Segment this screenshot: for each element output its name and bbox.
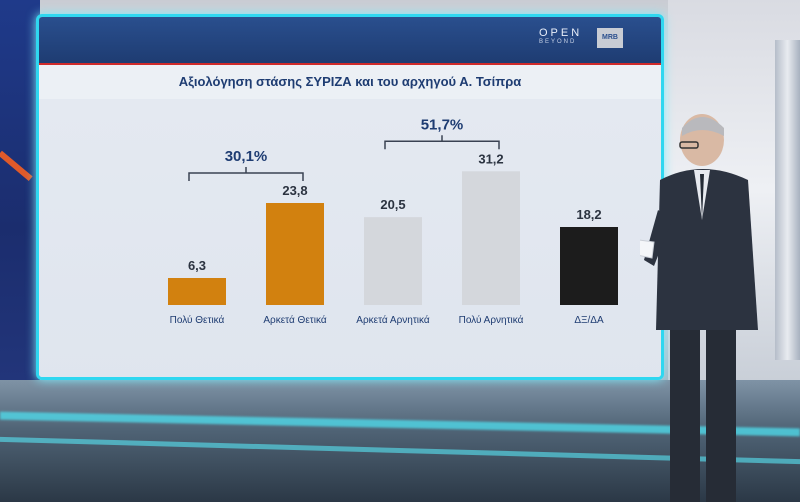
presenter-tie — [700, 174, 704, 220]
bar-4 — [560, 227, 618, 305]
category-label-2: Αρκετά Αρνητικά — [356, 314, 430, 326]
group-bracket-0 — [188, 167, 304, 181]
presenter-leg-left — [670, 330, 700, 502]
screen-header-bar: OPEN BEYOND MRB — [39, 17, 661, 65]
bar-0 — [168, 278, 226, 305]
channel-logo-text: OPEN — [539, 27, 583, 39]
chart-area: 6,3 Πολύ Θετικά 23,8 Αρκετά Θετικά 20,5 Αρκετ… — [39, 99, 661, 377]
presenter-jacket — [656, 169, 758, 330]
presenter-figure — [640, 114, 758, 502]
category-label-3: Πολύ Αρνητικά — [459, 314, 524, 326]
chart-title: Αξιολόγηση στάσης ΣΥΡΙΖΑ και του αρχηγού… — [178, 74, 522, 89]
channel-logo-subtext: BEYOND — [539, 39, 577, 45]
category-label-1: Αρκετά Θετικά — [263, 314, 326, 326]
bar-3 — [462, 171, 520, 305]
agency-badge: MRB — [597, 28, 623, 48]
bar-value-label-2: 20,5 — [380, 197, 405, 212]
category-label-0: Πολύ Θετικά — [170, 314, 225, 326]
video-wall-screen: OPEN BEYOND MRB Αξιολόγηση στάσης ΣΥΡΙΖΑ… — [36, 14, 664, 380]
presenter-leg-right — [706, 330, 736, 502]
presenter-hair — [682, 117, 724, 136]
bar-value-label-0: 6,3 — [188, 258, 206, 273]
channel-logo: OPEN BEYOND — [539, 27, 582, 45]
presenter-papers — [640, 239, 655, 259]
bar-chart: 6,3 Πολύ Θετικά 23,8 Αρκετά Θετικά 20,5 Αρκετ… — [168, 116, 618, 326]
bar-value-label-4: 18,2 — [576, 207, 601, 222]
group-total-label-0: 30,1% — [225, 148, 268, 165]
bar-value-label-1: 23,8 — [282, 183, 307, 198]
bar-value-label-3: 31,2 — [478, 151, 503, 166]
group-bracket-1 — [384, 135, 500, 150]
group-total-label-1: 51,7% — [421, 116, 464, 133]
title-strip: Αξιολόγηση στάσης ΣΥΡΙΖΑ και του αρχηγού… — [39, 65, 661, 99]
bar-1 — [266, 203, 324, 305]
studio-pillar — [775, 40, 800, 360]
studio-background-left — [0, 0, 40, 380]
bar-2 — [364, 217, 422, 305]
category-label-4: ΔΞ/ΔΑ — [574, 315, 604, 326]
presenter-glasses — [679, 141, 699, 149]
